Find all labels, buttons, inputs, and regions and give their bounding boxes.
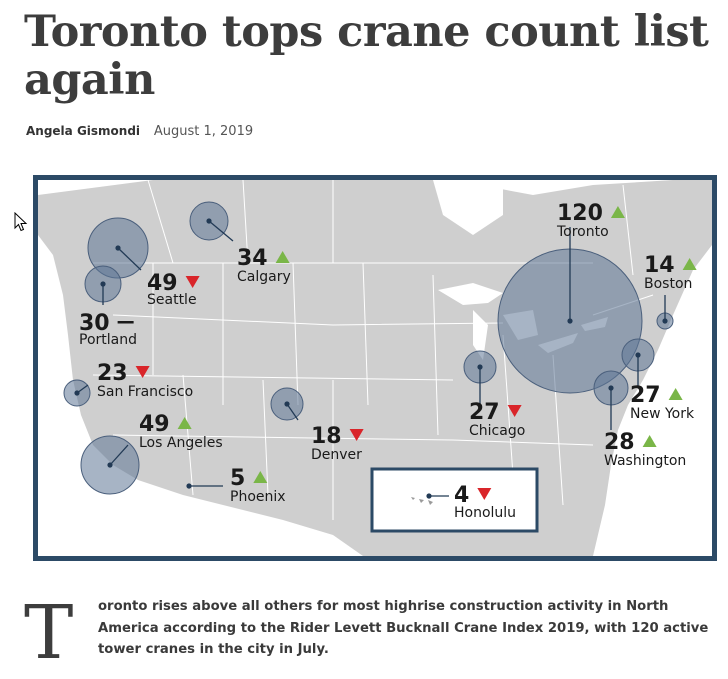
- city-name: Boston: [644, 276, 692, 292]
- article-lede: oronto rises above all others for most h…: [98, 599, 709, 657]
- trend-down-icon: [349, 429, 364, 441]
- city-name: Seattle: [147, 292, 197, 308]
- crane-count: 14: [644, 253, 675, 278]
- city-dot: [74, 390, 80, 396]
- city-name: Calgary: [237, 269, 291, 285]
- trend-down-icon: [135, 366, 150, 378]
- mouse-cursor-icon: [14, 212, 28, 232]
- crane-count: 27: [469, 400, 500, 425]
- trend-down-icon: [185, 276, 200, 288]
- city-dot: [186, 483, 192, 489]
- city-name: Phoenix: [230, 489, 286, 505]
- city-name: Toronto: [556, 224, 609, 240]
- trend-up-icon: [177, 417, 192, 429]
- byline: Angela Gismondi August 1, 2019: [26, 124, 253, 139]
- crane-count: 28: [604, 430, 635, 455]
- crane-count: 4: [454, 483, 469, 508]
- publish-date: August 1, 2019: [153, 124, 254, 139]
- city-name: Chicago: [469, 423, 525, 439]
- city-name: Denver: [311, 447, 362, 463]
- city-name: San Francisco: [97, 384, 193, 400]
- leader-line: [117, 247, 142, 271]
- crane-count: 30: [79, 311, 110, 336]
- trend-up-icon: [682, 258, 697, 270]
- crane-count: 34: [237, 246, 268, 271]
- city-name: Honolulu: [454, 505, 516, 521]
- leader-line: [208, 220, 234, 242]
- crane-count: 120: [557, 201, 603, 226]
- article-title: Toronto tops crane count list again: [24, 7, 709, 105]
- trend-flat-icon: [117, 321, 134, 324]
- crane-count: 23: [97, 361, 128, 386]
- city-dot: [107, 462, 113, 468]
- city-dot: [635, 352, 641, 358]
- city-dot: [100, 281, 106, 287]
- city-name: New York: [630, 406, 695, 422]
- trend-up-icon: [668, 388, 683, 400]
- city-dot: [426, 493, 432, 499]
- author-name[interactable]: Angela Gismondi: [26, 124, 141, 138]
- city-dot: [284, 401, 290, 407]
- leader-line: [286, 403, 299, 421]
- crane-count: 27: [630, 383, 661, 408]
- city-name: Los Angeles: [139, 435, 223, 451]
- city-name: Portland: [79, 332, 137, 348]
- city-dot: [477, 364, 483, 370]
- trend-down-icon: [507, 405, 522, 417]
- city-dot: [115, 245, 121, 251]
- crane-count: 5: [230, 466, 245, 491]
- trend-up-icon: [610, 206, 625, 218]
- crane-count: 49: [147, 271, 178, 296]
- city-dot: [567, 318, 573, 324]
- honolulu-inset: [370, 467, 539, 533]
- trend-up-icon: [253, 471, 268, 483]
- trend-up-icon: [642, 435, 657, 447]
- city-dot: [608, 385, 614, 391]
- leader-line: [109, 444, 129, 466]
- crane-count: 49: [139, 412, 170, 437]
- city-dot: [662, 318, 668, 324]
- trend-down-icon: [477, 488, 492, 500]
- drop-cap: T: [24, 590, 74, 676]
- city-name: Washington: [604, 453, 686, 469]
- crane-count: 18: [311, 424, 342, 449]
- city-dot: [206, 218, 212, 224]
- trend-up-icon: [275, 251, 290, 263]
